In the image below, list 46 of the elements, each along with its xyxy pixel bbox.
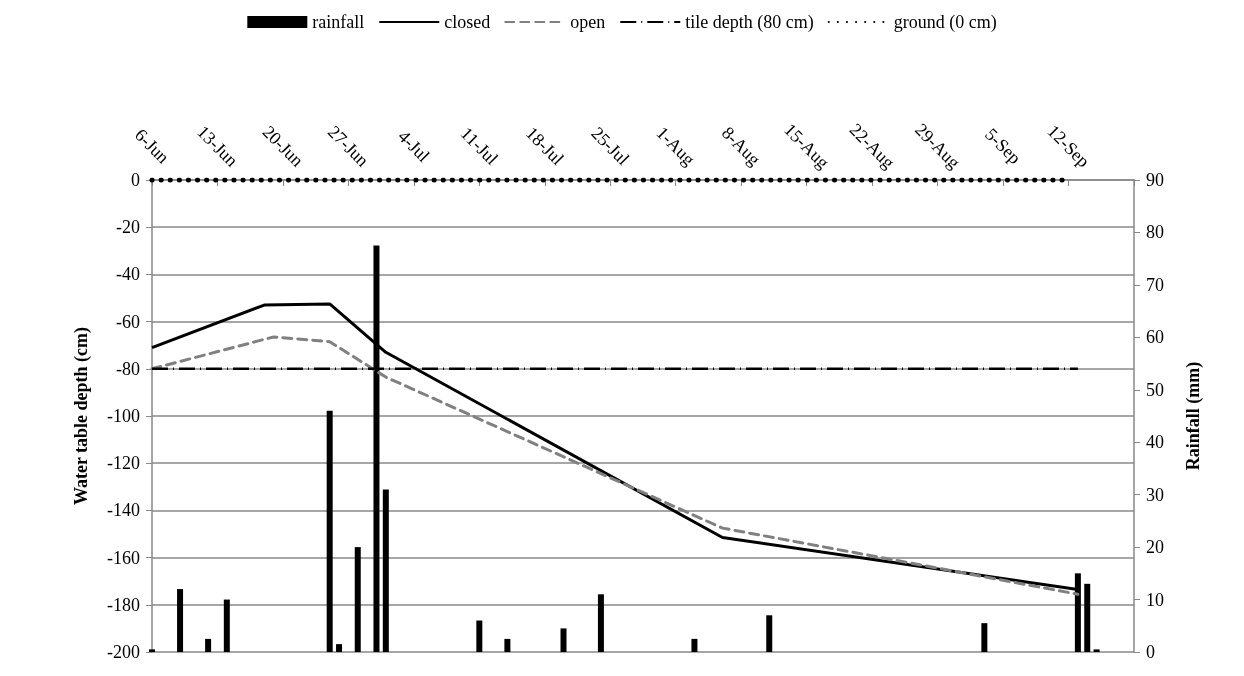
x-tick-label: 4-Jul	[394, 126, 434, 166]
bar	[560, 628, 567, 652]
legend-label: rainfall	[312, 12, 365, 32]
y-tick-label: 0	[131, 170, 140, 190]
legend-label: closed	[444, 12, 491, 32]
y2-tick-label: 10	[1146, 589, 1164, 610]
y2-tick-label: 20	[1146, 537, 1164, 558]
y-tick-label: -80	[116, 358, 140, 379]
bar	[336, 644, 343, 652]
bar	[149, 649, 155, 652]
y-tick-label: -160	[107, 547, 140, 568]
bar	[766, 615, 773, 652]
bar	[382, 489, 389, 652]
y-axis-title: Water table depth (cm)	[71, 326, 92, 506]
y2-axis-title: Rainfall (mm)	[1183, 361, 1204, 471]
legend-label: tile depth (80 cm)	[685, 12, 814, 33]
y2-tick-label: 0	[1146, 642, 1155, 662]
legend-label: ground (0 cm)	[893, 12, 997, 33]
y2-tick-label: 60	[1146, 327, 1164, 348]
y-tick-label: -140	[107, 500, 140, 521]
bar	[205, 638, 212, 652]
y-tick-label: -200	[107, 642, 140, 662]
bar	[354, 547, 361, 652]
y2-tick-label: 40	[1146, 432, 1164, 453]
bar	[177, 589, 184, 652]
bar	[326, 410, 333, 652]
bar	[981, 623, 988, 652]
y2-tick-label: 70	[1146, 274, 1164, 295]
bar	[1084, 583, 1091, 652]
y-tick-label: -40	[116, 264, 140, 285]
bar	[476, 620, 483, 652]
y-tick-label: -20	[116, 217, 140, 238]
y2-tick-label: 80	[1146, 222, 1164, 243]
y2-tick-label: 30	[1146, 484, 1164, 505]
y-tick-label: -120	[107, 453, 140, 474]
legend-label: open	[570, 12, 606, 32]
bar	[1093, 649, 1100, 652]
y-tick-label: -60	[116, 311, 140, 332]
y-tick-label: -100	[107, 406, 140, 426]
bar	[691, 638, 698, 652]
bar	[504, 638, 511, 652]
y-tick-label: -180	[107, 594, 140, 615]
bar	[223, 599, 230, 652]
y2-tick-label: 50	[1146, 379, 1164, 400]
bar	[597, 594, 604, 652]
y2-tick-label: 90	[1146, 170, 1164, 190]
